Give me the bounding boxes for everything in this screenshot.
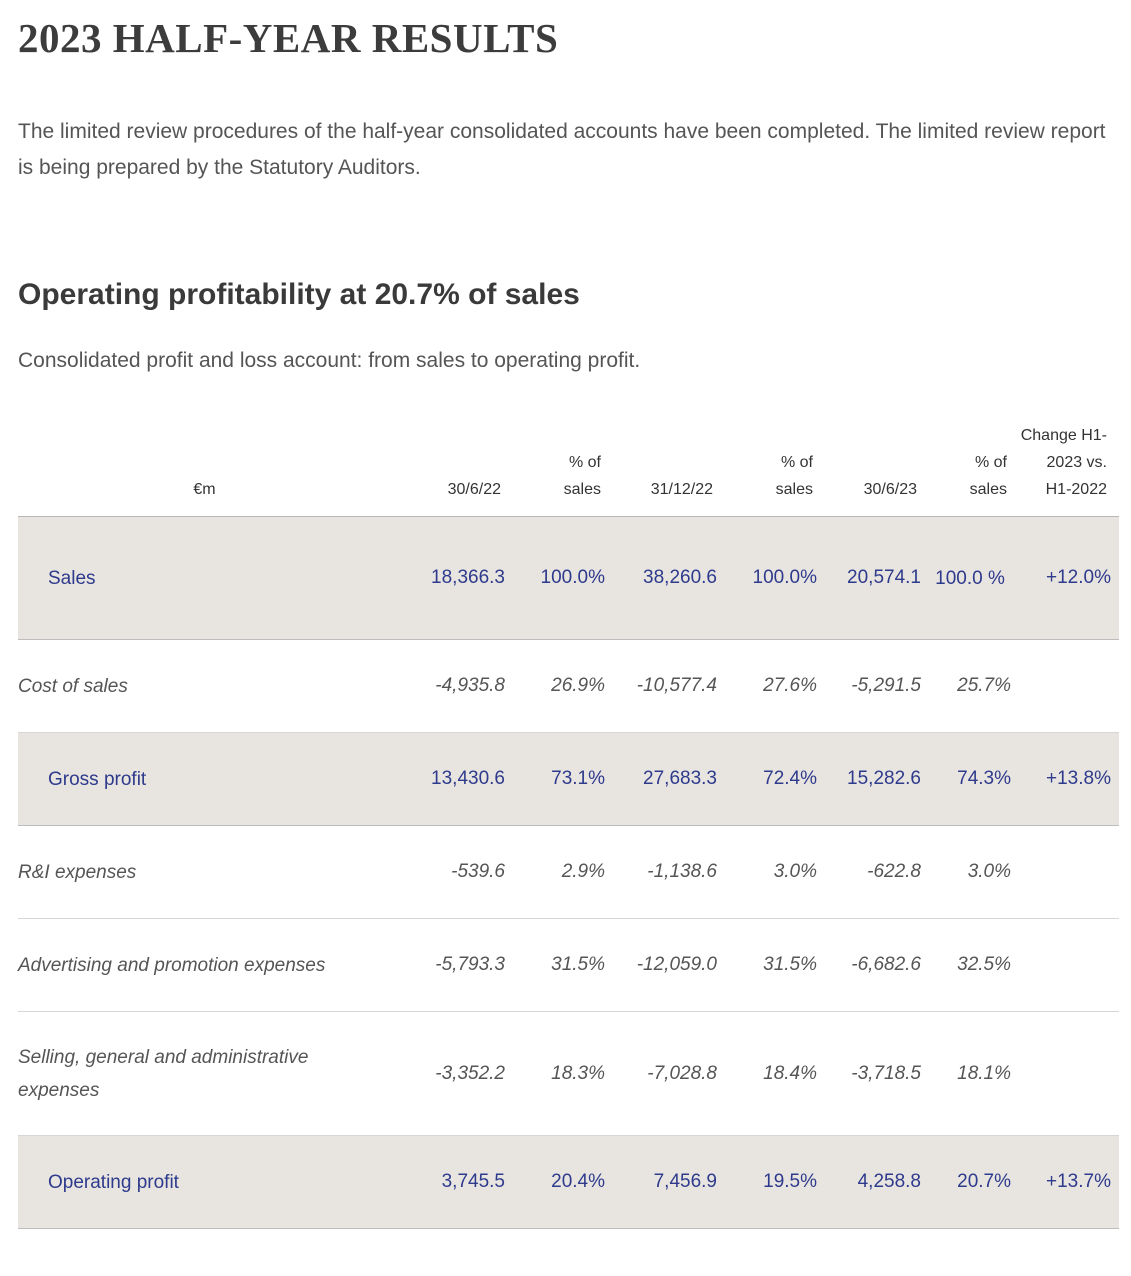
cell-p3: 20.7% bbox=[957, 1171, 1011, 1192]
cell-p2: 31.5% bbox=[763, 954, 817, 975]
row-sales: Sales 18,366.3 100.0% 38,260.6 100.0% 20,574.… bbox=[18, 516, 1119, 640]
row-cost-of-sales: Cost of sales -4,935.8 26.9% -10,577.4 27.6%… bbox=[18, 640, 1119, 733]
header-change: Change H1-2023 vs. H1-2022 bbox=[1020, 427, 1107, 498]
row-label: Selling, general and administrative expe… bbox=[18, 1046, 309, 1101]
cell-v1: 13,430.6 bbox=[431, 768, 505, 789]
section-title: Operating profitability at 20.7% of sale… bbox=[18, 278, 580, 311]
cell-change: +13.8% bbox=[1046, 768, 1111, 789]
profit-loss-table: €m 30/6/22 % of sales 31/12/22 % of sale… bbox=[18, 422, 1119, 1229]
row-label: R&I expenses bbox=[18, 861, 137, 883]
header-pct-1: % of sales bbox=[563, 454, 601, 498]
cell-v3: -3,718.5 bbox=[851, 1062, 921, 1084]
cell-change bbox=[1019, 1012, 1119, 1136]
row-label: Cost of sales bbox=[18, 675, 128, 697]
cell-p1: 20.4% bbox=[551, 1171, 605, 1192]
cell-p3: 25.7% bbox=[957, 675, 1011, 696]
cell-v3: -5,291.5 bbox=[851, 675, 921, 696]
cell-v2: -12,059.0 bbox=[636, 954, 717, 975]
cell-v2: -10,577.4 bbox=[636, 675, 717, 696]
cell-change bbox=[1019, 640, 1119, 733]
cell-v1: -539.6 bbox=[451, 861, 505, 882]
cell-change: +13.7% bbox=[1046, 1171, 1111, 1192]
header-currency: €m bbox=[193, 481, 216, 498]
cell-p3: 32.5% bbox=[957, 954, 1011, 975]
cell-p1: 73.1% bbox=[551, 768, 605, 789]
cell-p3: 74.3% bbox=[957, 768, 1011, 789]
cell-v3: -622.8 bbox=[867, 861, 921, 882]
cell-p2: 3.0% bbox=[773, 861, 817, 882]
row-advertising-promotion: Advertising and promotion expenses -5,793… bbox=[18, 919, 1119, 1012]
header-date-2: 31/12/22 bbox=[650, 481, 713, 498]
cell-v2: 7,456.9 bbox=[653, 1171, 717, 1192]
cell-v3: -6,682.6 bbox=[851, 954, 921, 975]
header-pct-3: % of sales bbox=[969, 454, 1007, 498]
cell-v3: 20,574.1 bbox=[847, 567, 921, 588]
row-operating-profit: Operating profit 3,745.5 20.4% 7,456.9 19.5%… bbox=[18, 1135, 1119, 1229]
row-label: Advertising and promotion expenses bbox=[18, 954, 326, 976]
cell-p3: 3.0% bbox=[967, 861, 1011, 882]
cell-v3: 4,258.8 bbox=[857, 1171, 921, 1192]
cell-v2: 38,260.6 bbox=[643, 567, 717, 588]
cell-v1: 3,745.5 bbox=[441, 1171, 505, 1192]
row-label: Operating profit bbox=[48, 1171, 179, 1193]
cell-p2: 72.4% bbox=[763, 768, 817, 789]
cell-p1: 18.3% bbox=[551, 1062, 605, 1084]
cell-v1: -3,352.2 bbox=[435, 1062, 505, 1084]
cell-p3: 18.1% bbox=[957, 1062, 1011, 1084]
cell-change bbox=[1019, 826, 1119, 919]
cell-p1: 100.0% bbox=[540, 567, 605, 588]
header-date-3: 30/6/23 bbox=[863, 481, 917, 498]
row-label: Sales bbox=[48, 567, 96, 589]
header-date-1: 30/6/22 bbox=[447, 481, 501, 498]
cell-p2: 18.4% bbox=[763, 1062, 817, 1084]
cell-v2: -1,138.6 bbox=[647, 861, 717, 882]
row-sga-expenses: Selling, general and administrative expe… bbox=[18, 1012, 1119, 1136]
cell-p2: 100.0% bbox=[752, 567, 817, 588]
cell-p1: 26.9% bbox=[551, 675, 605, 696]
cell-v2: -7,028.8 bbox=[647, 1062, 717, 1084]
cell-p3: 100.0 % bbox=[935, 567, 1005, 589]
row-gross-profit: Gross profit 13,430.6 73.1% 27,683.3 72.4% 15… bbox=[18, 732, 1119, 826]
page-title: 2023 HALF-YEAR RESULTS bbox=[18, 15, 559, 61]
cell-p2: 19.5% bbox=[763, 1171, 817, 1192]
cell-v2: 27,683.3 bbox=[643, 768, 717, 789]
intro-paragraph: The limited review procedures of the hal… bbox=[18, 120, 1106, 179]
cell-p1: 31.5% bbox=[551, 954, 605, 975]
cell-v1: -5,793.3 bbox=[435, 954, 505, 975]
cell-v1: 18,366.3 bbox=[431, 567, 505, 588]
table-header-row: €m 30/6/22 % of sales 31/12/22 % of sale… bbox=[18, 422, 1119, 517]
cell-p2: 27.6% bbox=[763, 675, 817, 696]
cell-change: +12.0% bbox=[1046, 567, 1111, 588]
row-ri-expenses: R&I expenses -539.6 2.9% -1,138.6 3.0% -622.8… bbox=[18, 826, 1119, 919]
cell-p1: 2.9% bbox=[561, 861, 605, 882]
section-subtitle: Consolidated profit and loss account: fr… bbox=[18, 349, 641, 372]
header-pct-2: % of sales bbox=[775, 454, 813, 498]
cell-change bbox=[1019, 919, 1119, 1012]
row-label: Gross profit bbox=[48, 768, 147, 790]
cell-v3: 15,282.6 bbox=[847, 768, 921, 789]
cell-v1: -4,935.8 bbox=[435, 675, 505, 696]
